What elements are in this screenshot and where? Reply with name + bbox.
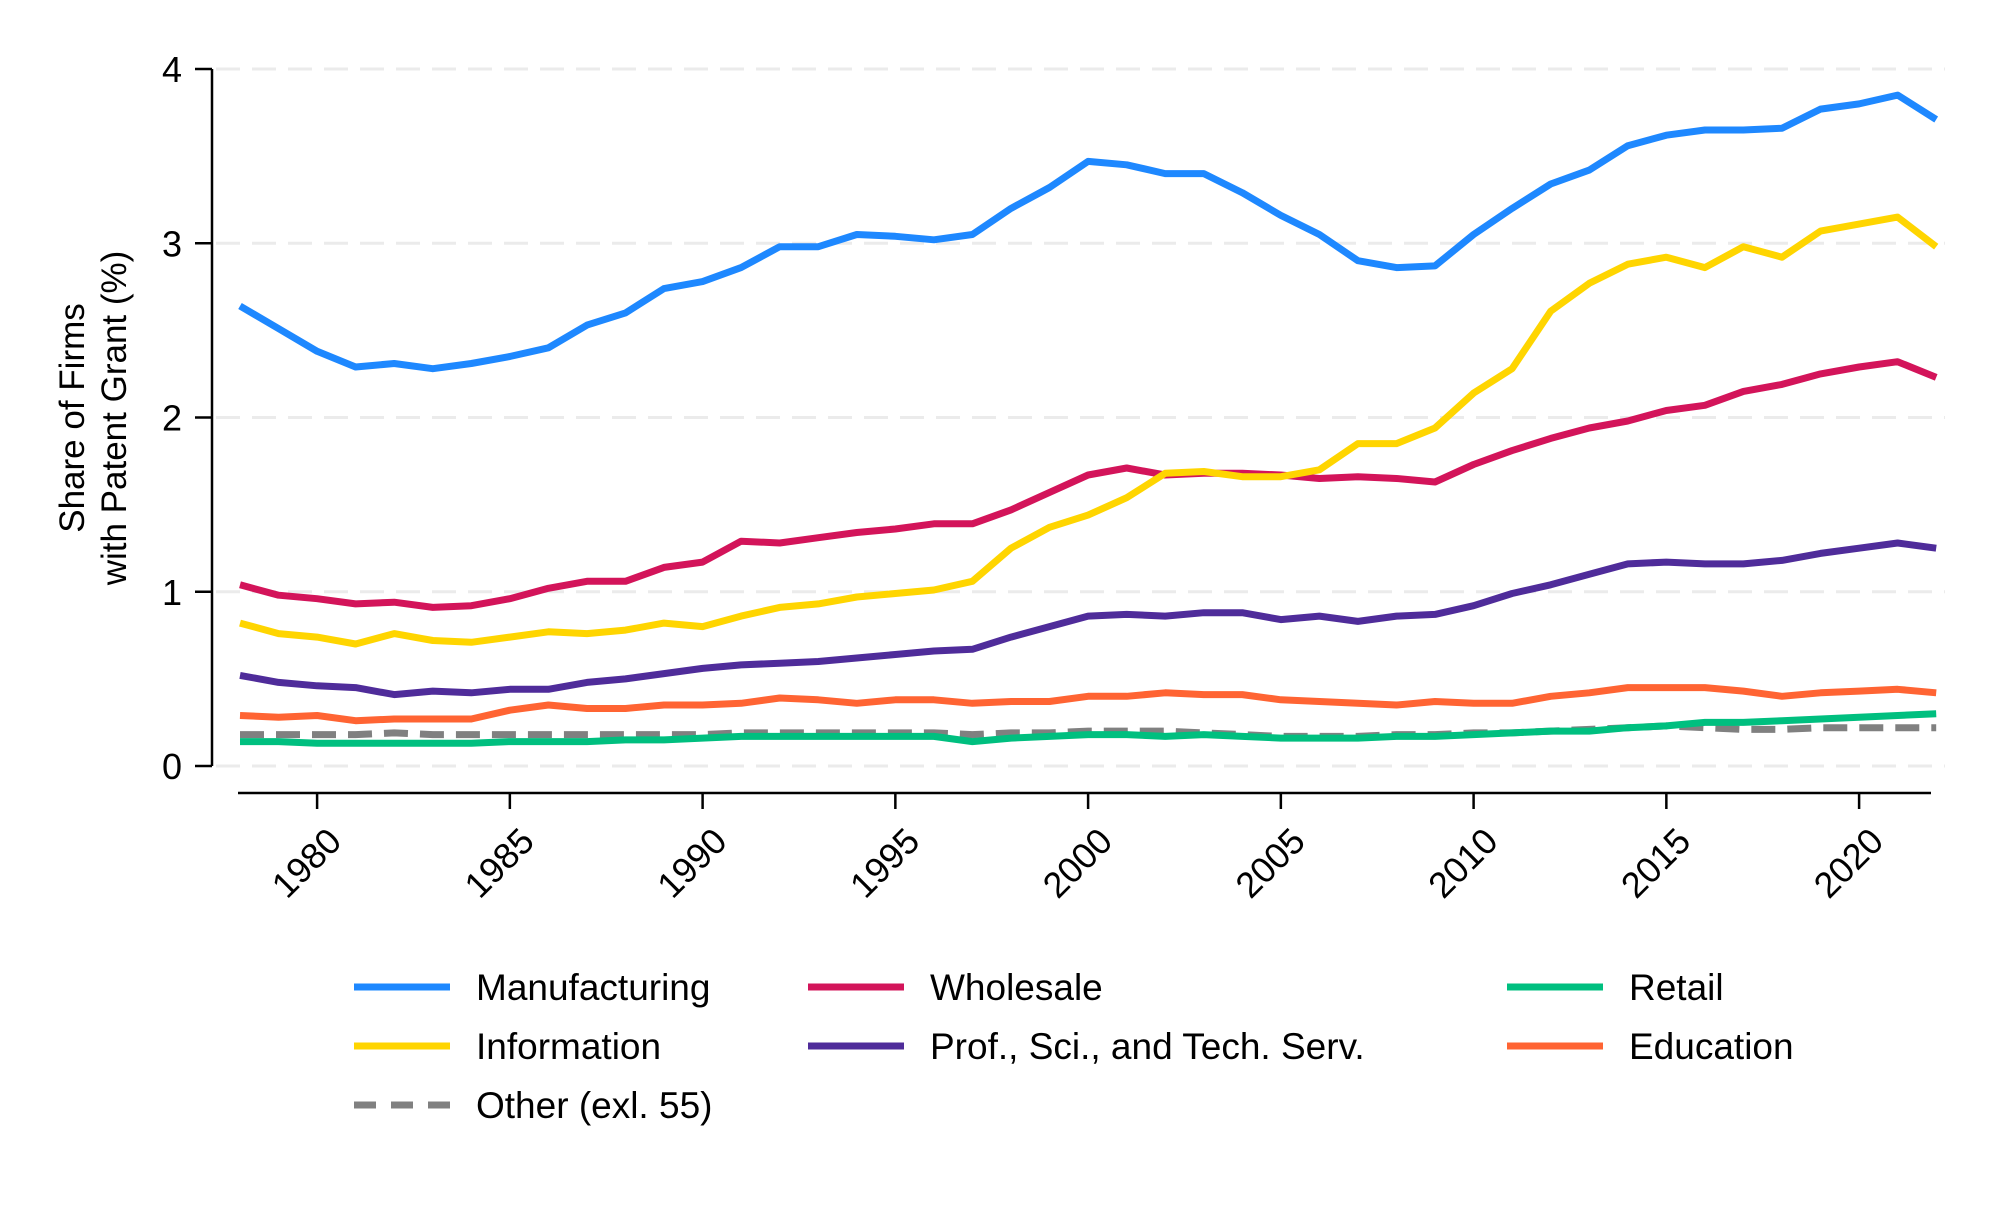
legend-item-retail: Retail: [1507, 967, 1724, 1008]
x-tick-label: 2005: [1227, 820, 1313, 906]
y-tick-label: 0: [162, 746, 182, 787]
x-tick-label: 1990: [649, 820, 735, 906]
y-axis-title: Share of Firms with Patent Grant (%): [53, 251, 134, 587]
legend-item-prof-sci-and-tech-serv: Prof., Sci., and Tech. Serv.: [808, 1026, 1365, 1067]
y-tick-label: 4: [162, 49, 182, 90]
y-axis-title-line-2: with Patent Grant (%): [95, 251, 134, 587]
x-tick-label: 1980: [263, 820, 349, 906]
legend-label: Other (exl. 55): [476, 1085, 712, 1126]
legend-label: Retail: [1629, 967, 1724, 1008]
x-axis-ticks: 1980 1985 1990 1995 2000 2005 2010 2015 2020: [263, 793, 1891, 906]
x-tick-label: 1985: [456, 820, 542, 906]
series-line-prof-sci-and-tech-serv: [239, 539, 1937, 699]
series-line-manufacturing: [238, 91, 1939, 373]
legend-label: Wholesale: [930, 967, 1103, 1008]
x-tick-label: 1995: [842, 820, 928, 906]
series-line-wholesale: [239, 358, 1938, 611]
y-tick-label: 3: [162, 223, 182, 264]
legend-label: Information: [476, 1026, 661, 1067]
y-tick-label: 2: [162, 398, 182, 439]
series-line-information: [239, 213, 1939, 648]
legend-item-wholesale: Wholesale: [808, 967, 1103, 1008]
y-axis-ticks: 0 1 2 3 4: [162, 49, 212, 787]
legend: Manufacturing Wholesale Retail Information P…: [354, 967, 1794, 1126]
gridlines: [216, 67, 1945, 768]
x-tick-label: 2020: [1805, 820, 1891, 906]
x-tick-label: 2010: [1420, 820, 1506, 906]
series-line-education: [239, 684, 1937, 725]
y-tick-label: 1: [162, 572, 182, 613]
legend-item-education: Education: [1507, 1026, 1794, 1067]
x-tick-label: 2000: [1034, 820, 1120, 906]
legend-label: Prof., Sci., and Tech. Serv.: [930, 1026, 1365, 1067]
legend-item-other-exl-55: Other (exl. 55): [354, 1085, 712, 1126]
legend-item-information: Information: [354, 1026, 661, 1067]
legend-item-manufacturing: Manufacturing: [354, 967, 710, 1008]
y-axis-title-line-1: Share of Firms: [53, 303, 92, 533]
x-tick-label: 2015: [1613, 820, 1699, 906]
legend-label: Education: [1629, 1026, 1794, 1067]
series-lines: [238, 91, 1939, 747]
series-line-retail: [240, 710, 1937, 747]
legend-label: Manufacturing: [476, 967, 710, 1008]
